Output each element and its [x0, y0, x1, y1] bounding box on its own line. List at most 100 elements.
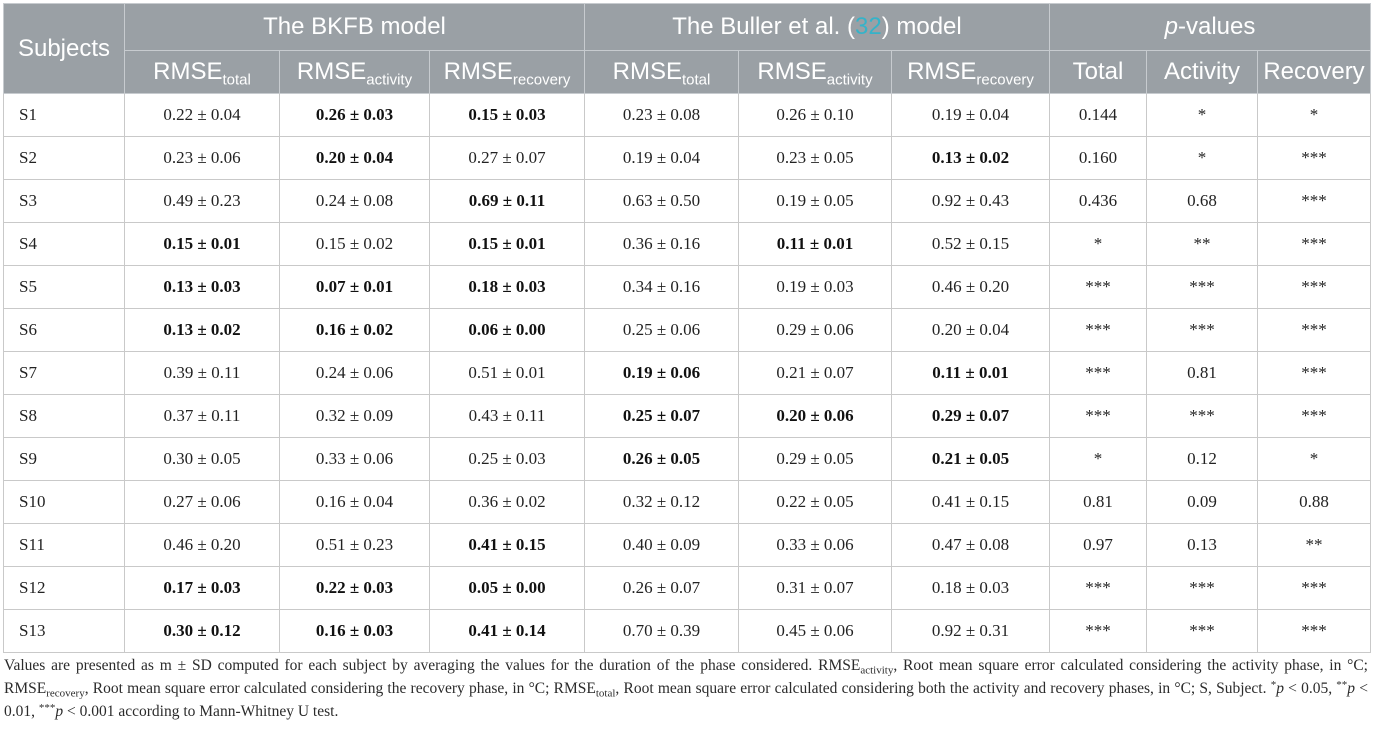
cell-buller-rmse-activity: 0.45 ± 0.06: [738, 609, 892, 653]
cell-p-total: 0.144: [1049, 93, 1147, 137]
cell-p-total: ***: [1049, 351, 1147, 395]
rmse-label: RMSE: [612, 58, 682, 85]
cell-buller-rmse-recovery: 0.46 ± 0.20: [891, 265, 1050, 309]
cell-bkfb-rmse-activity: 0.22 ± 0.03: [279, 566, 430, 610]
cell-subject: S9: [3, 437, 125, 481]
cell-buller-rmse-activity: 0.22 ± 0.05: [738, 480, 892, 524]
cell-bkfb-rmse-activity: 0.16 ± 0.03: [279, 609, 430, 653]
cell-p-activity: 0.12: [1146, 437, 1258, 481]
cell-bkfb-rmse-total: 0.37 ± 0.11: [124, 394, 280, 438]
header-group-p-values: p-values: [1049, 3, 1371, 51]
footnote-sig2-star: **: [1336, 679, 1348, 692]
cell-buller-rmse-recovery: 0.11 ± 0.01: [891, 351, 1050, 395]
cell-bkfb-rmse-total: 0.22 ± 0.04: [124, 93, 280, 137]
cell-bkfb-rmse-activity: 0.16 ± 0.02: [279, 308, 430, 352]
cell-buller-rmse-recovery: 0.13 ± 0.02: [891, 136, 1050, 180]
cell-buller-rmse-recovery: 0.18 ± 0.03: [891, 566, 1050, 610]
results-table: Subjects The BKFB model The Buller et al…: [3, 3, 1371, 653]
cell-bkfb-rmse-recovery: 0.27 ± 0.07: [429, 136, 585, 180]
cell-p-activity: ***: [1146, 394, 1258, 438]
cell-p-recovery: ***: [1257, 351, 1371, 395]
cell-bkfb-rmse-total: 0.39 ± 0.11: [124, 351, 280, 395]
cell-subject: S12: [3, 566, 125, 610]
header-p-recovery: Recovery: [1257, 50, 1371, 94]
cell-p-activity: ***: [1146, 566, 1258, 610]
cell-buller-rmse-total: 0.63 ± 0.50: [584, 179, 739, 223]
cell-buller-rmse-activity: 0.26 ± 0.10: [738, 93, 892, 137]
footnote-p-letter: p: [55, 703, 64, 720]
cell-p-total: ***: [1049, 308, 1147, 352]
cell-bkfb-rmse-activity: 0.20 ± 0.04: [279, 136, 430, 180]
cell-buller-rmse-recovery: 0.41 ± 0.15: [891, 480, 1050, 524]
cell-buller-rmse-total: 0.70 ± 0.39: [584, 609, 739, 653]
cell-bkfb-rmse-total: 0.27 ± 0.06: [124, 480, 280, 524]
table-footnote: Values are presented as m ± SD computed …: [4, 654, 1368, 723]
cell-buller-rmse-activity: 0.19 ± 0.03: [738, 265, 892, 309]
footnote-recovery-def: , Root mean square error calculated cons…: [84, 680, 554, 697]
table-row: S2 0.23 ± 0.06 0.20 ± 0.04 0.27 ± 0.07 0.19 …: [3, 136, 1371, 180]
cell-bkfb-rmse-activity: 0.16 ± 0.04: [279, 480, 430, 524]
cell-p-total: *: [1049, 437, 1147, 481]
cell-p-recovery: 0.88: [1257, 480, 1371, 524]
cell-p-activity: ***: [1146, 609, 1258, 653]
footnote-activity-def: , Root mean square error calculated cons…: [893, 657, 1368, 674]
footnote-rmse: RMSE: [818, 657, 861, 674]
buller-suffix: ) model: [881, 13, 962, 40]
table-row: S4 0.15 ± 0.01 0.15 ± 0.02 0.15 ± 0.01 0.36 …: [3, 222, 1371, 266]
cell-subject: S10: [3, 480, 125, 524]
cell-bkfb-rmse-activity: 0.24 ± 0.08: [279, 179, 430, 223]
cell-buller-rmse-recovery: 0.19 ± 0.04: [891, 93, 1050, 137]
cell-buller-rmse-total: 0.34 ± 0.16: [584, 265, 739, 309]
cell-subject: S3: [3, 179, 125, 223]
cell-bkfb-rmse-total: 0.13 ± 0.03: [124, 265, 280, 309]
rmse-label: RMSE: [296, 58, 367, 85]
cell-bkfb-rmse-recovery: 0.43 ± 0.11: [429, 394, 585, 438]
cell-p-total: 0.81: [1049, 480, 1147, 524]
citation-link[interactable]: 32: [855, 13, 882, 40]
cell-bkfb-rmse-total: 0.15 ± 0.01: [124, 222, 280, 266]
footnote-intro: Values are presented as m ± SD computed …: [4, 657, 819, 674]
cell-p-activity: *: [1146, 136, 1258, 180]
cell-buller-rmse-activity: 0.33 ± 0.06: [738, 523, 892, 567]
cell-buller-rmse-total: 0.40 ± 0.09: [584, 523, 739, 567]
cell-buller-rmse-activity: 0.11 ± 0.01: [738, 222, 892, 266]
cell-buller-rmse-recovery: 0.52 ± 0.15: [891, 222, 1050, 266]
table-row: S5 0.13 ± 0.03 0.07 ± 0.01 0.18 ± 0.03 0.34 …: [3, 265, 1371, 309]
header-buller-rmse-recovery: RMSErecovery: [891, 50, 1050, 94]
cell-p-activity: ***: [1146, 308, 1258, 352]
footnote-rmse: RMSE: [4, 680, 47, 697]
cell-p-total: 0.97: [1049, 523, 1147, 567]
subscript-total: total: [681, 71, 711, 89]
subscript-activity: activity: [826, 71, 873, 89]
cell-subject: S5: [3, 265, 125, 309]
cell-p-total: 0.160: [1049, 136, 1147, 180]
cell-bkfb-rmse-recovery: 0.18 ± 0.03: [429, 265, 585, 309]
cell-bkfb-rmse-activity: 0.07 ± 0.01: [279, 265, 430, 309]
header-bkfb-rmse-recovery: RMSErecovery: [429, 50, 585, 94]
header-p-total: Total: [1049, 50, 1147, 94]
footnote-rmse: RMSE: [553, 680, 596, 697]
buller-prefix: The Buller et al. (: [672, 13, 855, 40]
cell-bkfb-rmse-total: 0.13 ± 0.02: [124, 308, 280, 352]
rmse-label: RMSE: [907, 58, 977, 85]
cell-p-total: ***: [1049, 265, 1147, 309]
cell-subject: S1: [3, 93, 125, 137]
table-row: S12 0.17 ± 0.03 0.22 ± 0.03 0.05 ± 0.00 0.26…: [3, 566, 1371, 610]
footnote-total-def: , Root mean square error calculated cons…: [615, 680, 1271, 697]
cell-bkfb-rmse-activity: 0.26 ± 0.03: [279, 93, 430, 137]
cell-p-recovery: ***: [1257, 394, 1371, 438]
table-row: S10 0.27 ± 0.06 0.16 ± 0.04 0.36 ± 0.02 0.32…: [3, 480, 1371, 524]
cell-subject: S6: [3, 308, 125, 352]
cell-bkfb-rmse-activity: 0.32 ± 0.09: [279, 394, 430, 438]
cell-bkfb-rmse-total: 0.30 ± 0.12: [124, 609, 280, 653]
cell-p-recovery: ***: [1257, 308, 1371, 352]
cell-buller-rmse-recovery: 0.21 ± 0.05: [891, 437, 1050, 481]
cell-p-activity: 0.81: [1146, 351, 1258, 395]
table-body: S1 0.22 ± 0.04 0.26 ± 0.03 0.15 ± 0.03 0.23 …: [3, 93, 1371, 653]
header-p-activity: Activity: [1146, 50, 1258, 94]
cell-buller-rmse-total: 0.25 ± 0.06: [584, 308, 739, 352]
footnote-p-letter: p: [1347, 680, 1356, 697]
cell-bkfb-rmse-recovery: 0.25 ± 0.03: [429, 437, 585, 481]
cell-buller-rmse-recovery: 0.29 ± 0.07: [891, 394, 1050, 438]
cell-buller-rmse-total: 0.25 ± 0.07: [584, 394, 739, 438]
